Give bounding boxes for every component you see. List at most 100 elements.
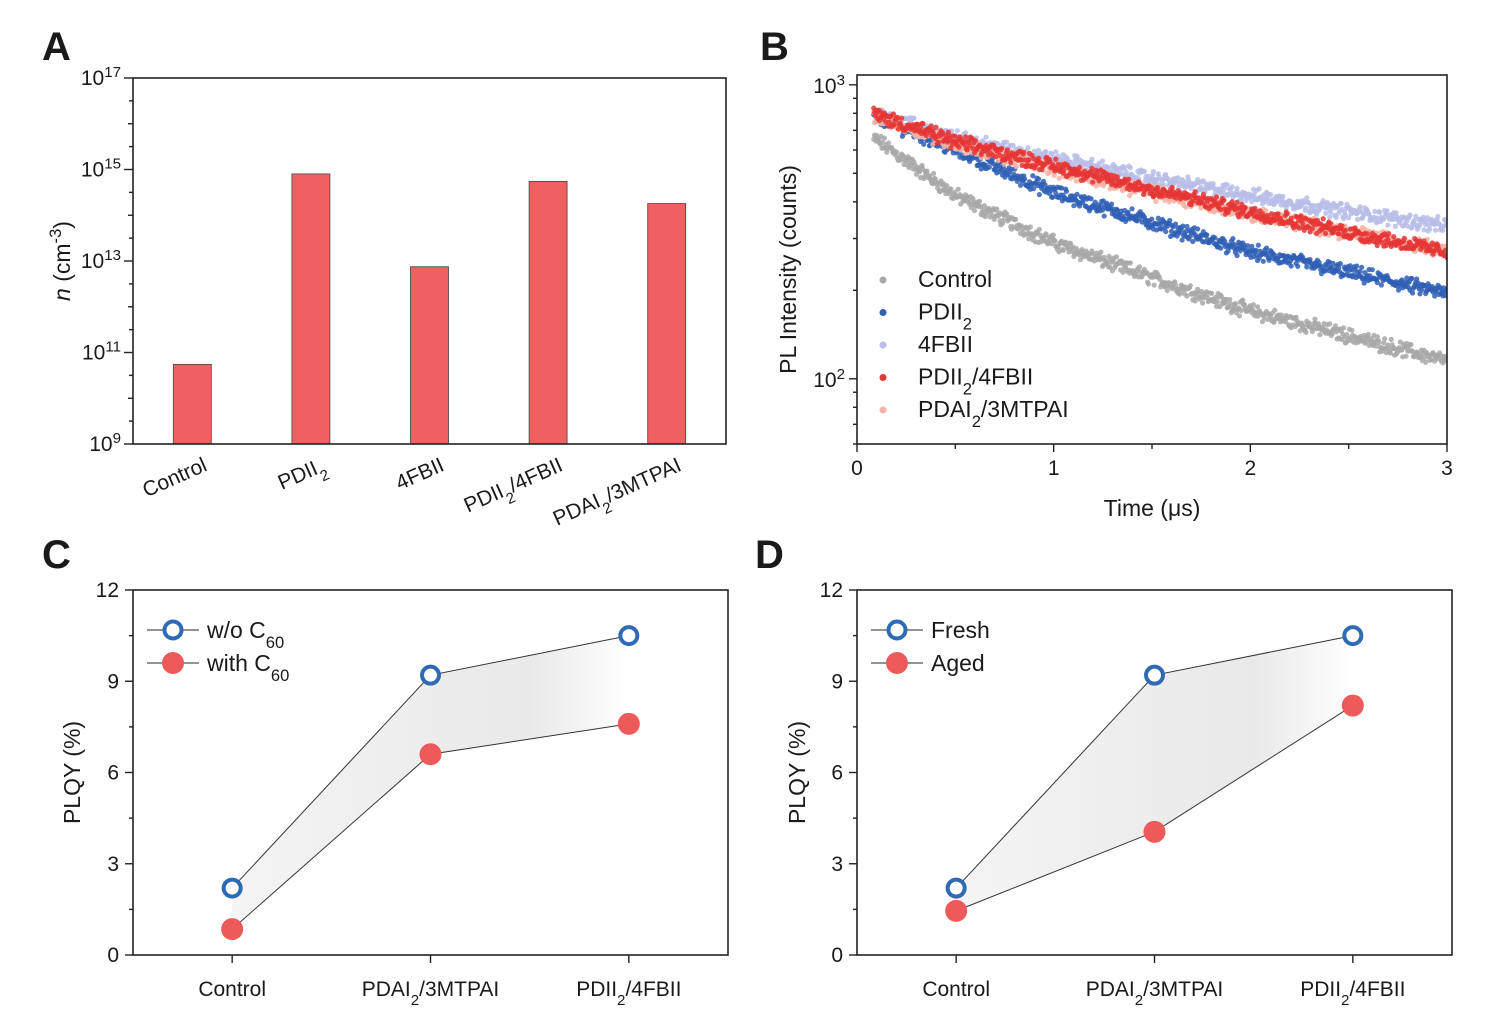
marker-open — [420, 664, 441, 686]
data-point — [1442, 293, 1447, 299]
data-point — [1074, 191, 1080, 197]
x-tick-label: Control — [922, 978, 990, 1001]
data-point — [1122, 165, 1128, 171]
y-tick-label: 9 — [831, 670, 843, 693]
data-point — [917, 125, 924, 131]
y-tick-label: 0 — [107, 944, 119, 967]
data-point — [1435, 213, 1441, 220]
data-point — [1327, 321, 1333, 327]
y-tick-label: 9 — [107, 670, 119, 693]
data-point — [1089, 165, 1095, 171]
data-point — [1423, 359, 1429, 365]
data-point — [1327, 221, 1334, 227]
data-point — [885, 140, 892, 146]
data-point — [1076, 164, 1083, 170]
data-point — [971, 208, 978, 214]
data-point — [1385, 222, 1391, 228]
data-point — [1432, 227, 1439, 233]
marker-open — [945, 877, 967, 899]
data-point — [1153, 198, 1159, 205]
x-tick-label: PDII2/4FBII — [576, 978, 681, 1009]
data-point — [1053, 156, 1059, 162]
data-point — [1373, 343, 1380, 349]
data-point — [1098, 203, 1104, 209]
x-tick-label: 0 — [851, 457, 863, 480]
legend-marker — [879, 309, 887, 316]
y-axis-label: PLQY (%) — [59, 721, 85, 824]
data-point — [1145, 281, 1152, 287]
data-point — [978, 166, 984, 172]
data-point — [1357, 268, 1363, 274]
x-tick-label: PDAI2/3MTPAI — [550, 454, 688, 538]
bar-1 — [291, 173, 331, 445]
data-point — [1263, 245, 1270, 251]
data-point — [1050, 232, 1056, 238]
y-tick-label: 0 — [831, 944, 843, 967]
scatter-area — [871, 105, 1447, 366]
data-point — [899, 115, 905, 121]
data-point — [1272, 307, 1278, 313]
data-point — [1013, 216, 1019, 223]
legend-marker — [162, 652, 184, 674]
data-point — [1035, 147, 1042, 154]
data-point — [1172, 221, 1179, 227]
data-point — [1411, 217, 1417, 224]
data-point — [1392, 223, 1398, 229]
data-point — [976, 198, 983, 204]
data-point — [1284, 211, 1290, 217]
data-point — [1209, 290, 1215, 296]
data-point — [1369, 267, 1375, 273]
x-tick-label: PDAI2/3MTPAI — [362, 978, 500, 1009]
data-point — [1275, 211, 1281, 217]
data-point — [1218, 245, 1224, 251]
data-point — [1071, 203, 1077, 209]
data-point — [1088, 196, 1094, 202]
data-point — [1413, 213, 1419, 219]
data-point — [1344, 331, 1350, 338]
data-point — [1052, 238, 1058, 244]
data-point — [1378, 282, 1384, 288]
data-point — [1017, 182, 1024, 188]
data-point — [1303, 329, 1309, 335]
data-point — [1136, 215, 1143, 221]
data-point — [1409, 275, 1415, 282]
data-point — [1232, 301, 1239, 307]
data-point — [1234, 185, 1240, 192]
data-point — [955, 186, 961, 192]
data-point — [1255, 242, 1261, 248]
data-point — [1309, 225, 1316, 232]
data-point — [1378, 239, 1384, 246]
data-point — [1327, 209, 1334, 215]
shaded-band — [232, 635, 629, 930]
data-point — [1253, 247, 1259, 253]
data-point — [1089, 156, 1095, 162]
data-point — [1151, 282, 1157, 288]
data-point — [1354, 263, 1360, 269]
data-point — [1250, 301, 1257, 308]
data-point — [1236, 313, 1243, 319]
data-point — [1376, 339, 1382, 345]
marker-filled — [945, 899, 968, 922]
data-point — [944, 182, 950, 189]
data-point — [1404, 275, 1410, 281]
data-point — [1192, 189, 1198, 195]
data-point — [1113, 254, 1120, 260]
marker-filled — [617, 712, 640, 735]
data-point — [1098, 249, 1104, 255]
data-point — [1036, 191, 1042, 198]
data-point — [1150, 169, 1156, 175]
legend-label: Aged — [931, 650, 985, 676]
x-tick-label: 2 — [1244, 457, 1256, 480]
data-point — [952, 133, 958, 139]
y-axis-label: PL Intensity (counts) — [775, 165, 801, 374]
data-point — [1049, 194, 1056, 200]
data-point — [1432, 293, 1438, 299]
data-point — [1210, 180, 1216, 187]
data-point — [1180, 223, 1186, 229]
data-point — [1249, 243, 1255, 249]
data-point — [1000, 217, 1006, 223]
data-point — [1013, 163, 1020, 170]
bar-3 — [528, 180, 568, 445]
data-point — [1304, 195, 1310, 201]
